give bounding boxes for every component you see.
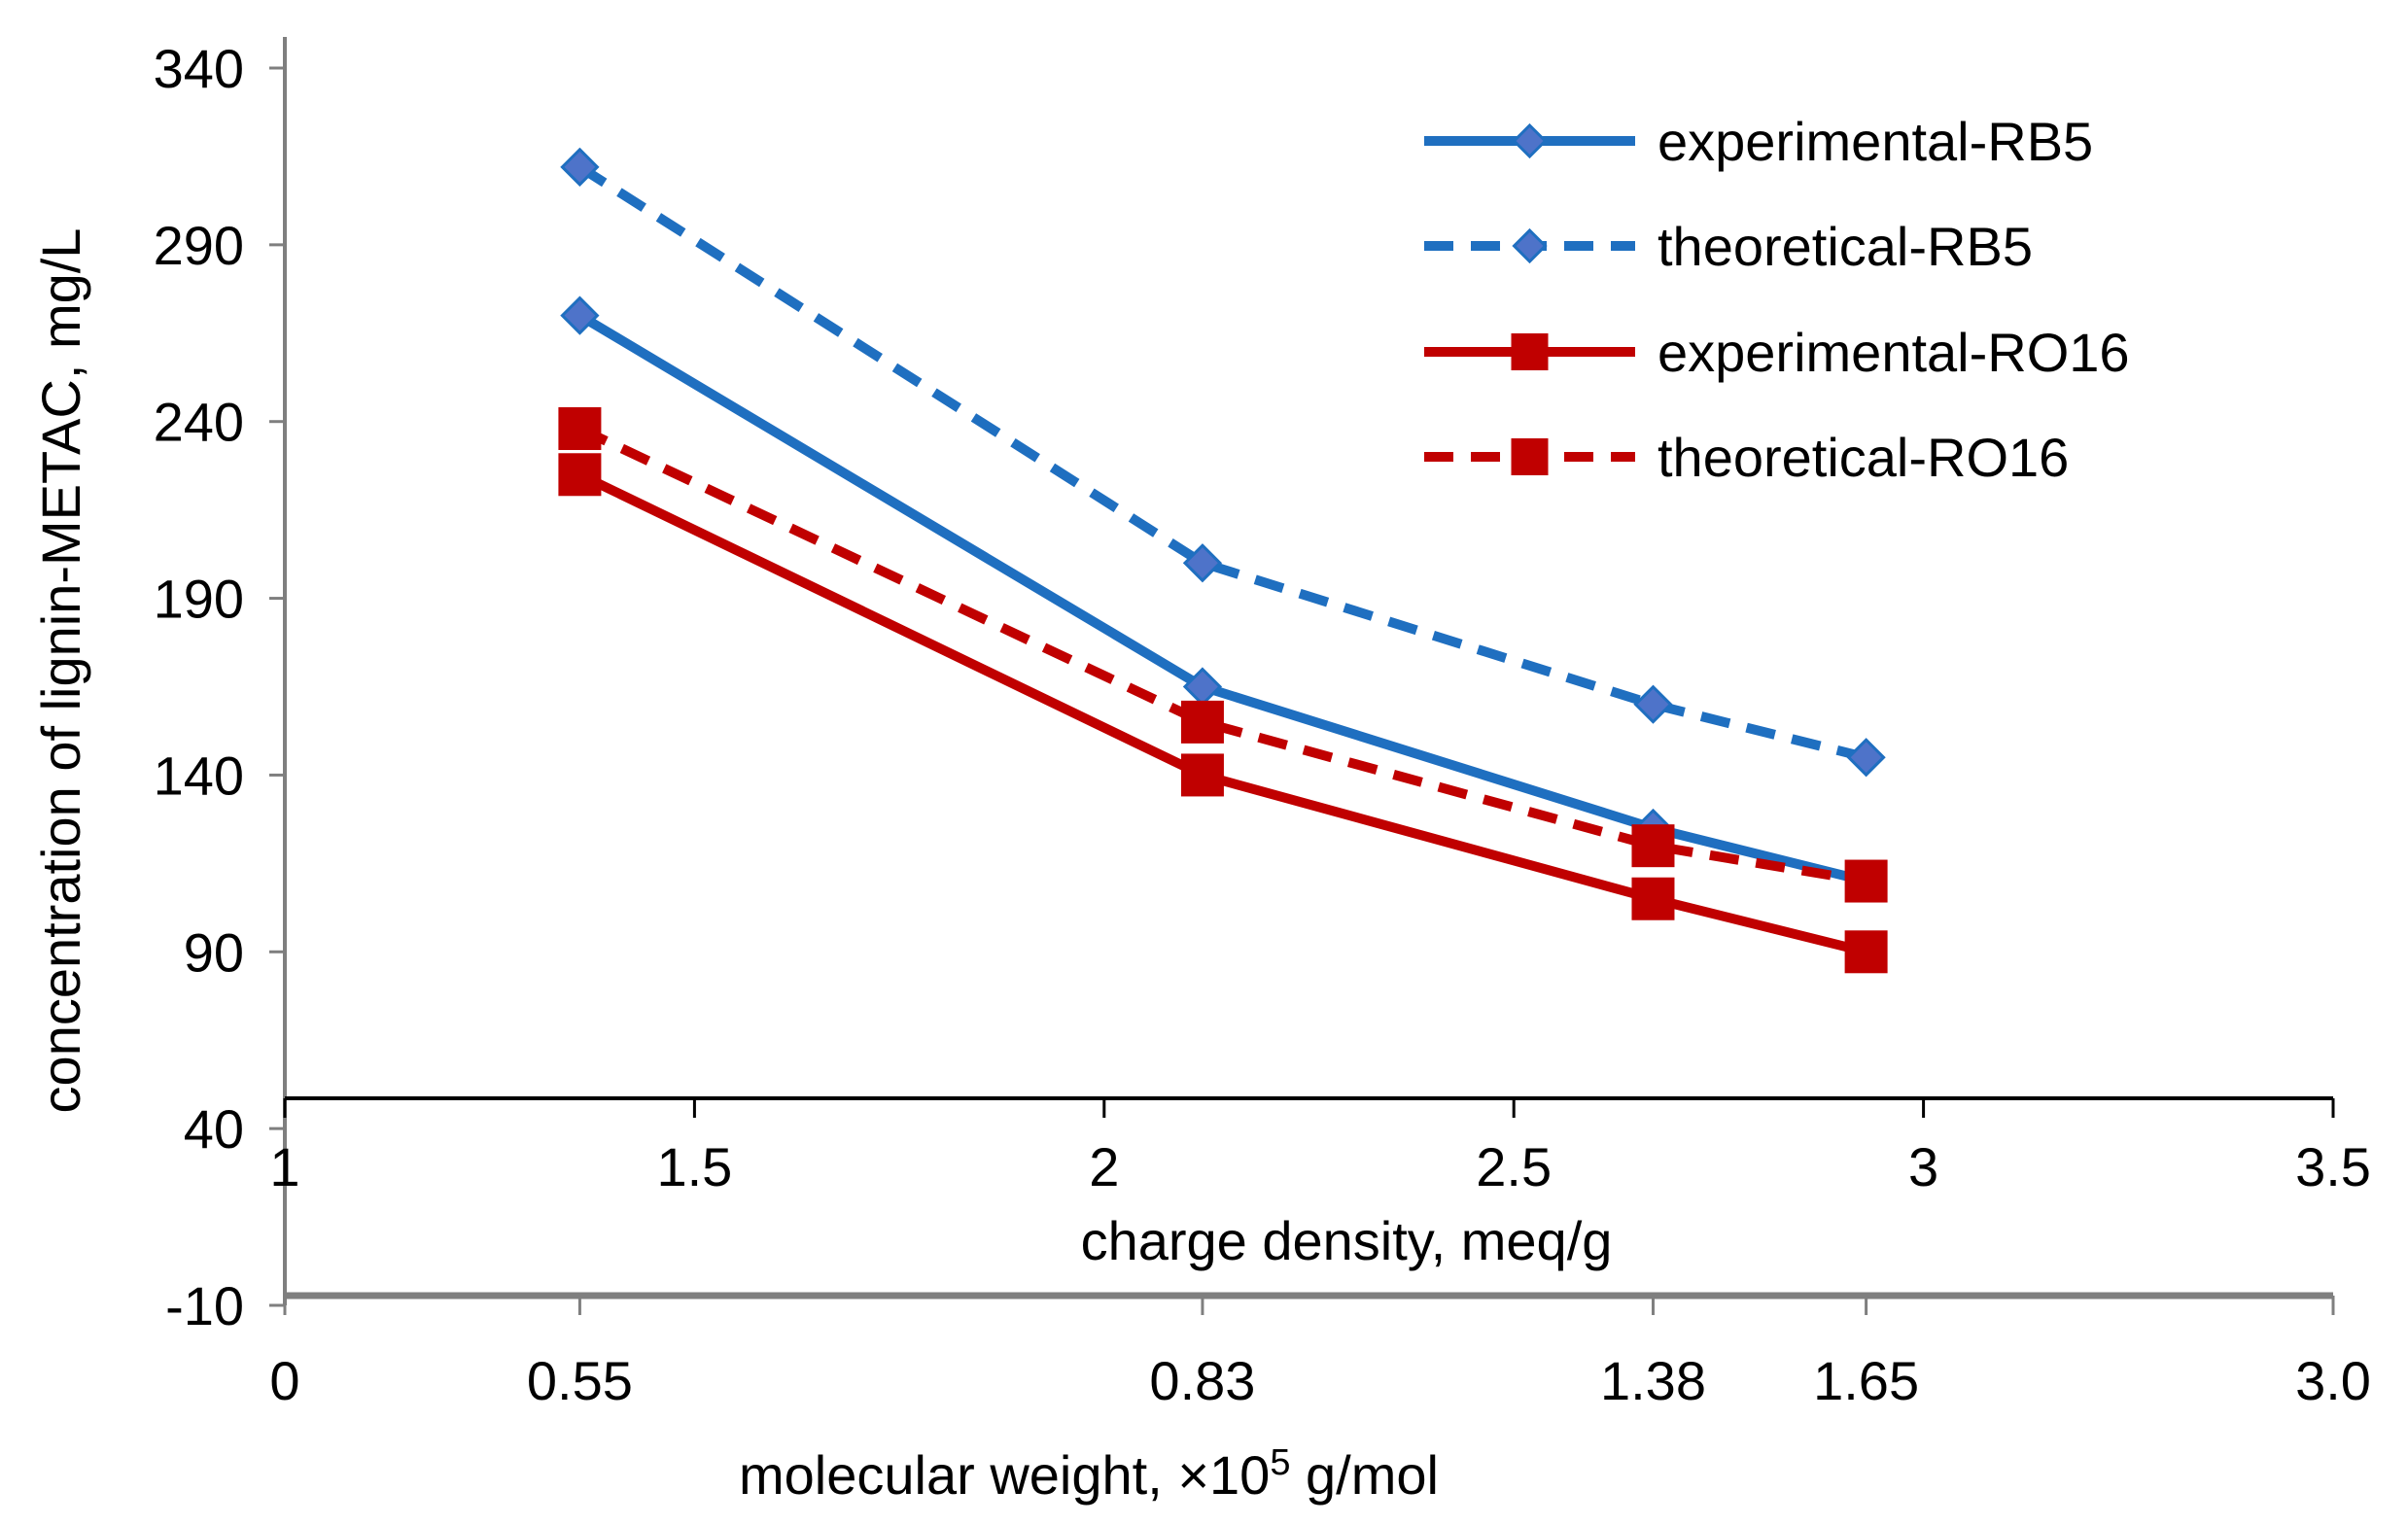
x-axis-title: charge density, meq/g bbox=[1081, 1210, 1613, 1271]
data-point bbox=[1631, 824, 1675, 868]
data-point bbox=[1846, 738, 1886, 778]
y-axis-ticks: 340 290 240 190 140 90 40 -10 bbox=[154, 38, 285, 1336]
y-tick-label: 190 bbox=[154, 569, 244, 630]
x-tick-label: 3 bbox=[1908, 1136, 1938, 1197]
legend-label: theoretical-RO16 bbox=[1658, 427, 2069, 488]
series-experimental-RO16 bbox=[558, 453, 1888, 974]
legend-item: experimental-RB5 bbox=[1424, 111, 2093, 172]
series-line bbox=[576, 311, 1867, 886]
square-marker bbox=[1511, 438, 1549, 475]
x-tick-label: 1 bbox=[269, 1136, 299, 1197]
x-tick-label: 2 bbox=[1089, 1136, 1119, 1197]
legend-item: theoretical-RB5 bbox=[1424, 216, 2033, 277]
series-theoretical-RO16 bbox=[558, 406, 1888, 903]
series-line bbox=[576, 162, 1867, 763]
legend-label: experimental-RB5 bbox=[1658, 111, 2093, 172]
y-tick-label: 240 bbox=[154, 392, 244, 453]
x2-tick-label: 1.38 bbox=[1600, 1350, 1706, 1411]
data-point bbox=[1631, 877, 1675, 920]
diamond-marker bbox=[1512, 227, 1548, 264]
y-tick-label: -10 bbox=[165, 1275, 244, 1336]
diamond-marker bbox=[1512, 122, 1548, 159]
series-line bbox=[577, 424, 1867, 886]
series-experimental-RB5 bbox=[560, 295, 1886, 901]
y-tick-label: 90 bbox=[184, 921, 244, 983]
plot-area bbox=[558, 147, 1888, 974]
x2-tick-label: 3.0 bbox=[2295, 1350, 2371, 1411]
data-point bbox=[560, 295, 600, 335]
y-tick-label: 340 bbox=[154, 38, 244, 99]
data-point bbox=[1844, 859, 1888, 903]
data-point bbox=[1180, 700, 1224, 744]
data-point bbox=[558, 453, 602, 497]
data-point bbox=[1633, 684, 1673, 724]
y-axis-title: concentration of lignin-METAC, mg/L bbox=[30, 228, 91, 1114]
series-theoretical-RB5 bbox=[560, 147, 1886, 778]
data-point bbox=[1844, 930, 1888, 974]
legend-item: experimental-RO16 bbox=[1424, 322, 2130, 383]
data-point bbox=[1180, 753, 1224, 797]
x2-tick-label: 0.55 bbox=[527, 1350, 633, 1411]
x-axis-ticks: 1 1.5 2 2.5 3 3.5 bbox=[269, 1098, 2371, 1197]
legend-label: experimental-RO16 bbox=[1658, 322, 2130, 383]
x2-tick-label: 1.65 bbox=[1813, 1350, 1919, 1411]
data-point bbox=[1182, 543, 1223, 583]
data-point bbox=[558, 406, 602, 450]
x-tick-label: 3.5 bbox=[2295, 1136, 2371, 1197]
x2-tick-label: 0.83 bbox=[1149, 1350, 1255, 1411]
x-tick-label: 1.5 bbox=[656, 1136, 732, 1197]
series-line bbox=[577, 469, 1867, 957]
y-tick-label: 40 bbox=[184, 1098, 244, 1160]
legend-label: theoretical-RB5 bbox=[1658, 216, 2033, 277]
square-marker bbox=[1511, 333, 1549, 370]
y-tick-label: 140 bbox=[154, 745, 244, 806]
x2-tick-label: 0 bbox=[269, 1350, 299, 1411]
legend-item: theoretical-RO16 bbox=[1424, 427, 2069, 488]
legend: experimental-RB5 theoretical-RB5 experimen… bbox=[1424, 111, 2130, 488]
x-tick-label: 2.5 bbox=[1476, 1136, 1552, 1197]
x2-axis-ticks: 0 0.55 0.83 1.38 1.65 3.0 bbox=[269, 1296, 2371, 1411]
y-tick-label: 290 bbox=[154, 215, 244, 276]
x2-axis-title: molecular weight, ×105 g/mol bbox=[739, 1442, 1439, 1506]
data-point bbox=[560, 147, 600, 187]
